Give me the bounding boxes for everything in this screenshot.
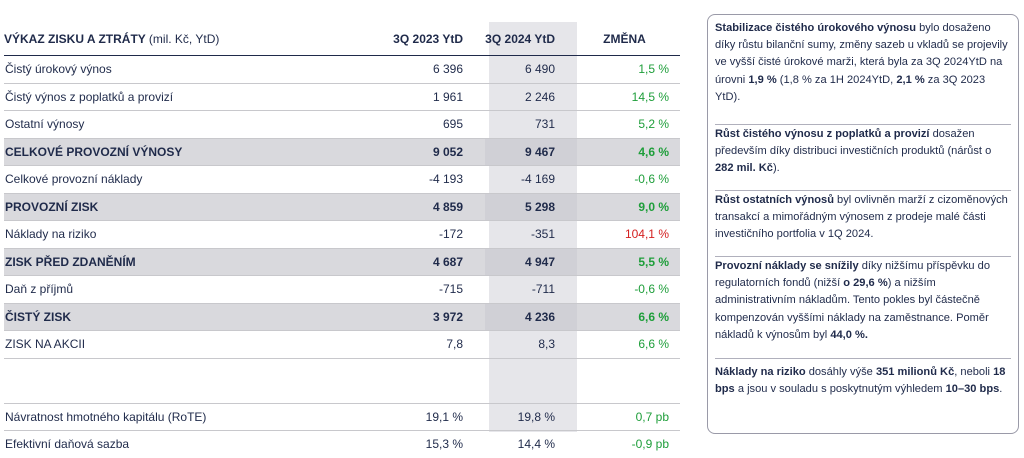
income-statement-table: VÝKAZ ZISKU A ZTRÁTY (mil. Kč, YtD) 3Q 2… [4, 22, 680, 458]
value-change: 14,5 % [577, 83, 680, 111]
spacer-row [4, 358, 680, 404]
value-3q2024: 2 246 [485, 83, 577, 111]
value-change: -0,9 pb [631, 437, 669, 452]
row-label: ZISK NA AKCII [4, 330, 374, 359]
value-3q2023: 15,3 % [425, 437, 463, 452]
table-row: ZISK NA AKCII 7,8 8,3 6,6 % [4, 330, 680, 359]
income-statement-table-wrap: VÝKAZ ZISKU A ZTRÁTY (mil. Kč, YtD) 3Q 2… [4, 22, 680, 451]
row-label: Náklady na riziko [4, 220, 374, 249]
row-label: ČISTÝ ZISK [4, 303, 374, 331]
row-label: Návratnost hmotného kapitálu (RoTE) [4, 403, 374, 431]
table-row: Celkové provozní náklady -4 193 -4 169 -… [4, 165, 680, 194]
value-change: 5,2 % [577, 110, 680, 139]
value-3q2023: -172 [374, 220, 485, 249]
value-3q2023: 4 859 [374, 193, 485, 221]
value-3q2024: 5 298 [485, 193, 577, 221]
value-3q2023: 19,1 % [374, 403, 485, 431]
table-row: Náklady na riziko -172 -351 104,1 % [4, 220, 680, 249]
row-label: Celkové provozní náklady [4, 165, 374, 194]
table-row: Efektivní daňová sazba 15,3 % 14,4 % -0,… [4, 431, 680, 458]
row-label: Ostatní výnosy [4, 110, 374, 139]
value-3q2024: -4 169 [485, 165, 577, 194]
row-label: Daň z příjmů [4, 275, 374, 304]
value-3q2024: 4 947 [485, 248, 577, 276]
value-change: 0,7 pb [577, 403, 680, 431]
value-3q2024: 8,3 [485, 330, 577, 359]
row-label: Efektivní daňová sazba [5, 437, 130, 452]
value-3q2024: 731 [485, 110, 577, 139]
row-label: Čistý úrokový výnos [4, 55, 374, 84]
value-3q2024: 19,8 % [485, 403, 577, 431]
row-label: CELKOVÉ PROVOZNÍ VÝNOSY [4, 138, 374, 166]
value-change: 6,6 % [577, 303, 680, 331]
note-net-interest-income: Stabilizace čistého úrokového výnosu byl… [715, 19, 1011, 125]
commentary-box: Stabilizace čistého úrokového výnosu byl… [707, 14, 1019, 434]
value-3q2023: 4 687 [374, 248, 485, 276]
value-3q2024: 9 467 [485, 138, 577, 166]
table-row: Čistý úrokový výnos 6 396 6 490 1,5 % [4, 55, 680, 84]
value-change: 6,6 % [577, 330, 680, 359]
row-label: PROVOZNÍ ZISK [4, 193, 374, 221]
table-row: Čistý výnos z poplatků a provizí 1 961 2… [4, 83, 680, 111]
table-title: VÝKAZ ZISKU A ZTRÁTY (mil. Kč, YtD) [4, 22, 374, 56]
value-change: -0,6 % [577, 165, 680, 194]
value-3q2023: -715 [374, 275, 485, 304]
note-fee-income: Růst čistého výnosu z poplatků a provizí… [715, 125, 1011, 191]
note-risk-costs: Náklady na riziko dosáhly výše 351 milio… [715, 366, 1006, 396]
row-label: Čistý výnos z poplatků a provizí [4, 83, 374, 111]
value-change: 4,6 % [577, 138, 680, 166]
table-row-total: PROVOZNÍ ZISK 4 859 5 298 9,0 % [4, 193, 680, 221]
value-3q2023: 7,8 [374, 330, 485, 359]
value-3q2024: 4 236 [485, 303, 577, 331]
value-change: 1,5 % [577, 55, 680, 84]
value-3q2023: 6 396 [374, 55, 485, 84]
table-row-total: CELKOVÉ PROVOZNÍ VÝNOSY 9 052 9 467 4,6 … [4, 138, 680, 166]
row-label: ZISK PŘED ZDANĚNÍM [4, 248, 374, 276]
value-3q2024: -711 [485, 275, 577, 304]
value-change: 9,0 % [577, 193, 680, 221]
table-header-row: VÝKAZ ZISKU A ZTRÁTY (mil. Kč, YtD) 3Q 2… [4, 22, 680, 56]
value-3q2023: 1 961 [374, 83, 485, 111]
value-3q2024: -351 [485, 220, 577, 249]
value-change: -0,6 % [577, 275, 680, 304]
value-3q2023: -4 193 [374, 165, 485, 194]
table-row: Ostatní výnosy 695 731 5,2 % [4, 110, 680, 139]
table-row: Návratnost hmotného kapitálu (RoTE) 19,1… [4, 403, 680, 431]
value-change: 104,1 % [577, 220, 680, 249]
col-header-3q2023: 3Q 2023 YtD [374, 22, 485, 56]
value-3q2024: 14,4 % [517, 437, 555, 452]
value-change: 5,5 % [577, 248, 680, 276]
value-3q2023: 9 052 [374, 138, 485, 166]
value-3q2023: 695 [374, 110, 485, 139]
col-header-3q2024: 3Q 2024 YtD [485, 22, 577, 56]
table-row-total: ČISTÝ ZISK 3 972 4 236 6,6 % [4, 303, 680, 331]
value-3q2023: 3 972 [374, 303, 485, 331]
table-row-total: ZISK PŘED ZDANĚNÍM 4 687 4 947 5,5 % [4, 248, 680, 276]
note-operating-costs: Provozní náklady se snížily díky nižšímu… [715, 257, 1011, 359]
value-3q2024: 6 490 [485, 55, 577, 84]
table-row: Daň z příjmů -715 -711 -0,6 % [4, 275, 680, 304]
col-header-change: ZMĚNA [577, 22, 680, 56]
note-other-income: Růst ostatních výnosů byl ovlivněn marží… [715, 191, 1011, 257]
